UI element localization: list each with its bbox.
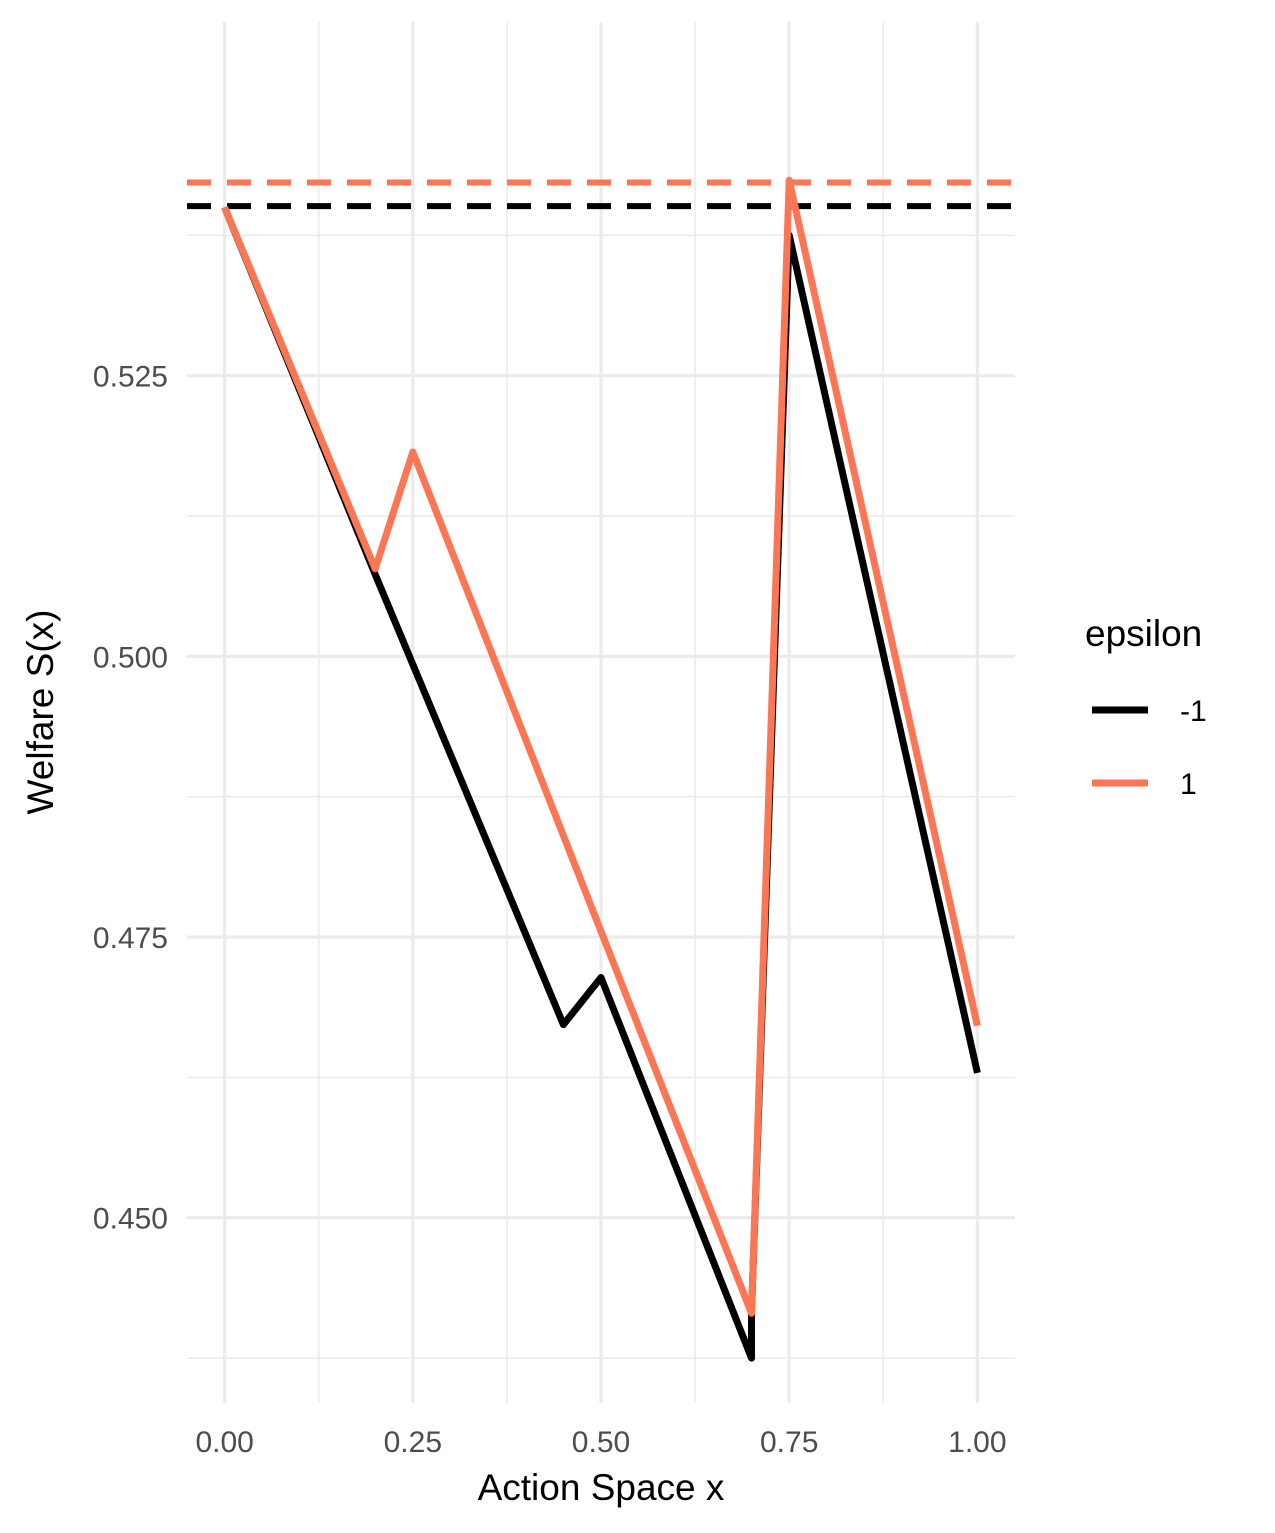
y-tick-label: 0.500	[93, 641, 168, 674]
y-tick-label: 0.525	[93, 361, 168, 394]
y-tick-label: 0.450	[93, 1203, 168, 1236]
y-tick-label: 0.475	[93, 922, 168, 955]
major-gridlines	[187, 22, 1015, 1403]
legend-label: -1	[1180, 695, 1207, 728]
x-tick-label: 0.75	[760, 1426, 818, 1459]
x-axis-title: Action Space x	[478, 1467, 725, 1508]
series-line-1	[221, 176, 981, 1317]
y-tick-labels: 0.450 0.475 0.500 0.525	[93, 361, 168, 1236]
x-tick-label: 1.00	[948, 1426, 1006, 1459]
x-tick-label: 0.00	[195, 1426, 253, 1459]
x-tick-label: 0.50	[572, 1426, 630, 1459]
legend-label: 1	[1180, 768, 1197, 801]
legend-entries: -1 1	[1092, 695, 1207, 801]
series-lines	[221, 176, 981, 1362]
legend-title: epsilon	[1085, 613, 1202, 654]
reference-lines	[187, 179, 1015, 210]
y-axis-title: Welfare S(x)	[20, 610, 61, 815]
x-tick-label: 0.25	[384, 1426, 442, 1459]
x-tick-labels: 0.00 0.25 0.50 0.75 1.00	[195, 1426, 1006, 1459]
legend: epsilon -1 1	[1085, 613, 1207, 801]
